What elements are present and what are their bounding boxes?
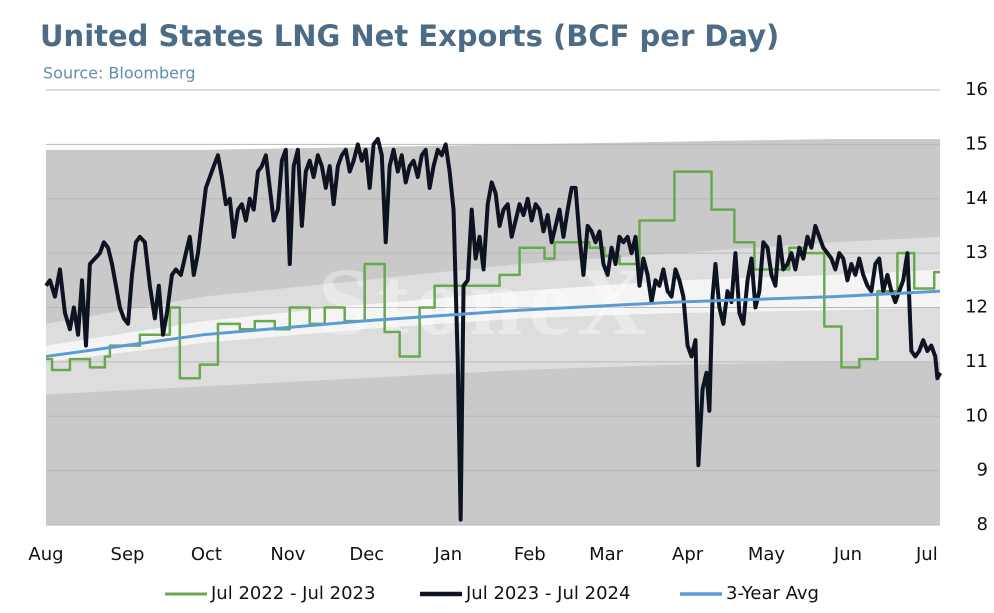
y-tick-label: 13	[965, 242, 988, 263]
y-tick-label: 14	[965, 188, 988, 209]
x-tick-label: Oct	[191, 544, 222, 565]
y-tick-label: 15	[965, 133, 988, 154]
series-line	[46, 170, 940, 380]
series-line	[45, 289, 941, 358]
x-tick-label: Jul	[915, 544, 938, 565]
chart-subtitle: Source: Bloomberg	[43, 64, 195, 83]
x-tick-label: Apr	[672, 544, 704, 565]
y-tick-label: 9	[977, 460, 988, 481]
x-tick-label: May	[748, 544, 786, 565]
x-tick-label: Jan	[433, 544, 462, 565]
chart-title: United States LNG Net Exports (BCF per D…	[40, 19, 779, 53]
series-line	[44, 136, 943, 522]
x-tick-label: Jun	[833, 544, 862, 565]
legend-label: 3-Year Avg	[726, 583, 819, 604]
x-tick-label: Sep	[111, 544, 145, 565]
y-tick-label: 11	[965, 351, 988, 372]
x-tick-label: Feb	[514, 544, 546, 565]
y-tick-label: 16	[965, 79, 988, 100]
y-tick-label: 10	[965, 405, 988, 426]
x-tick-label: Nov	[270, 544, 305, 565]
x-tick-label: Mar	[589, 544, 624, 565]
x-tick-label: Dec	[349, 544, 384, 565]
legend-label: Jul 2023 - Jul 2024	[465, 583, 630, 604]
y-tick-label: 8	[977, 514, 988, 535]
x-tick-label: Aug	[28, 544, 63, 565]
legend-label: Jul 2022 - Jul 2023	[210, 583, 375, 604]
y-tick-label: 12	[965, 297, 988, 318]
